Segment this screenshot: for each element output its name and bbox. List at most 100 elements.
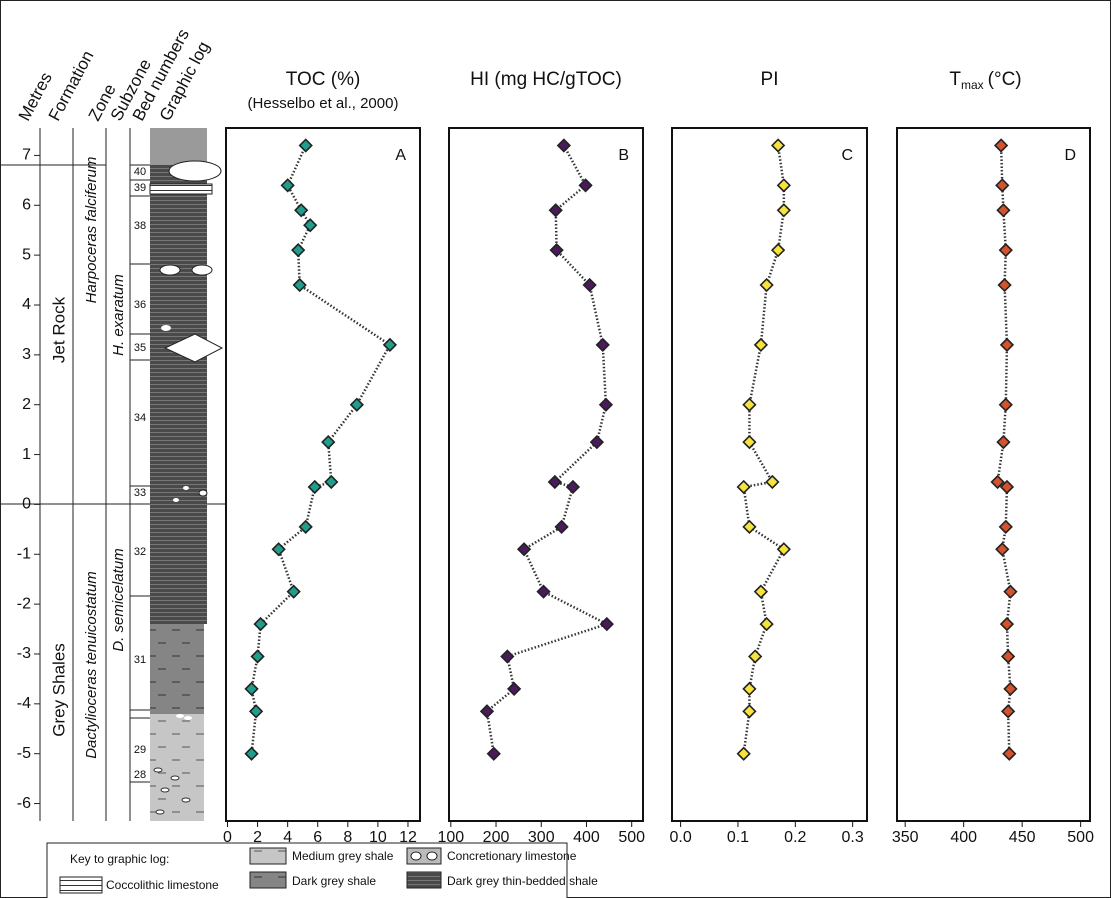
panel-label: B	[618, 147, 629, 164]
data-point	[776, 542, 791, 557]
key-swatch	[249, 847, 287, 865]
data-point	[536, 584, 551, 599]
thin-bedded-shale	[150, 128, 207, 624]
x-tick-label: 0.2	[784, 829, 806, 846]
data-point	[753, 337, 769, 353]
data-point	[271, 542, 286, 557]
data-point	[500, 649, 515, 664]
x-tick-label: 2	[253, 829, 262, 846]
zone: Harpoceras falciferum	[83, 157, 100, 304]
panel-frame	[896, 127, 1091, 822]
panel: TOC (%) (Hesselbo et al., 2000) A 0 2 4 6 8 10 12	[223, 69, 421, 846]
data-point	[748, 649, 763, 664]
x-tick-label: 500	[618, 829, 645, 846]
panel-title: PI	[761, 69, 779, 90]
x-tick-label: 10	[369, 829, 387, 846]
concretion	[163, 333, 224, 363]
key-swatch	[406, 871, 442, 889]
panel-frame	[225, 127, 421, 822]
bed-number: 38	[134, 220, 146, 232]
data-point	[736, 479, 751, 495]
bed-number: 36	[134, 299, 146, 311]
nodule	[170, 775, 180, 781]
panel-title-part: (°C)	[988, 69, 1022, 90]
y-tick-label: 4	[22, 296, 31, 313]
x-tick-label: 6	[313, 829, 322, 846]
data-point	[742, 704, 757, 719]
y-tick-label: -5	[17, 745, 31, 762]
data-point	[303, 218, 318, 233]
panel-frame	[671, 127, 868, 822]
data-point	[759, 277, 774, 293]
data-point	[382, 337, 398, 353]
y-tick-label: 2	[22, 396, 31, 413]
x-tick-label: 0.1	[727, 829, 749, 846]
data-point	[736, 746, 751, 761]
data-point	[990, 474, 1005, 490]
nodule	[153, 767, 163, 773]
key-label: Concretionary limestone	[447, 849, 577, 863]
data-point	[742, 397, 757, 412]
data-point	[307, 479, 322, 495]
bed-number: 29	[134, 744, 146, 756]
nodule	[181, 797, 191, 803]
panel: Tmax (°C) D 350 400 450 500	[892, 69, 1094, 846]
nodule	[184, 716, 192, 720]
y-tick-label: 5	[22, 246, 31, 263]
data-point	[776, 203, 791, 218]
panel: HI (mg HC/gTOC) B 100 200 300 400 500	[437, 69, 645, 846]
data-point	[294, 203, 309, 218]
x-tick-label: 400	[950, 829, 977, 846]
data-point	[486, 746, 501, 761]
grey-layer	[150, 128, 207, 165]
subzone: H. exaratum	[110, 274, 127, 356]
panel-label: A	[395, 147, 406, 164]
x-tick-label: 450	[1009, 829, 1036, 846]
subzone: D. semicelatum	[110, 548, 127, 651]
nodule	[160, 787, 170, 793]
data-point	[1003, 584, 1018, 599]
panel-title-part: T	[949, 69, 961, 90]
bed-number: 32	[134, 546, 146, 558]
data-point	[291, 243, 306, 258]
y-tick-label: -4	[17, 695, 31, 712]
data-point	[578, 178, 593, 193]
data-point	[589, 434, 605, 450]
key-box	[46, 842, 568, 898]
data-point	[349, 397, 364, 412]
data-point	[999, 616, 1015, 632]
data-point	[506, 681, 522, 697]
data-point	[324, 474, 339, 490]
data-point	[993, 138, 1009, 153]
nodule	[161, 325, 171, 331]
data-point	[556, 138, 571, 153]
panel-title: Tmax (°C)	[949, 69, 1021, 92]
key-label: Dark grey thin-bedded shale	[447, 874, 598, 888]
key-swatch	[426, 851, 438, 861]
bed-number: 40	[134, 166, 146, 178]
log-headers: Metres Formation Zone Subzone Bed number…	[15, 26, 214, 124]
data-point	[742, 519, 757, 534]
panel-subtitle: (Hesselbo et al., 2000)	[248, 95, 399, 112]
key-swatch	[410, 851, 422, 861]
data-point	[599, 616, 614, 632]
nodule	[173, 498, 179, 502]
y-tick-label: -2	[17, 595, 31, 612]
data-point	[999, 479, 1015, 495]
data-point	[548, 203, 563, 218]
panel-title: TOC (%)	[286, 69, 361, 90]
panel-title: HI (mg HC/gTOC)	[470, 69, 622, 90]
panel-title-part: max	[961, 78, 984, 92]
panel-frame	[448, 127, 644, 822]
x-tick-label: 100	[437, 829, 464, 846]
data-point	[996, 203, 1011, 218]
data-point	[1000, 649, 1016, 664]
data-point	[1002, 746, 1017, 761]
coccolithic-band	[149, 183, 213, 195]
y-tick-label: -6	[17, 795, 31, 812]
key-title: Key to graphic log:	[70, 852, 169, 866]
data-point	[770, 243, 786, 258]
data-point	[759, 616, 774, 632]
y-tick-label: -3	[17, 645, 31, 662]
